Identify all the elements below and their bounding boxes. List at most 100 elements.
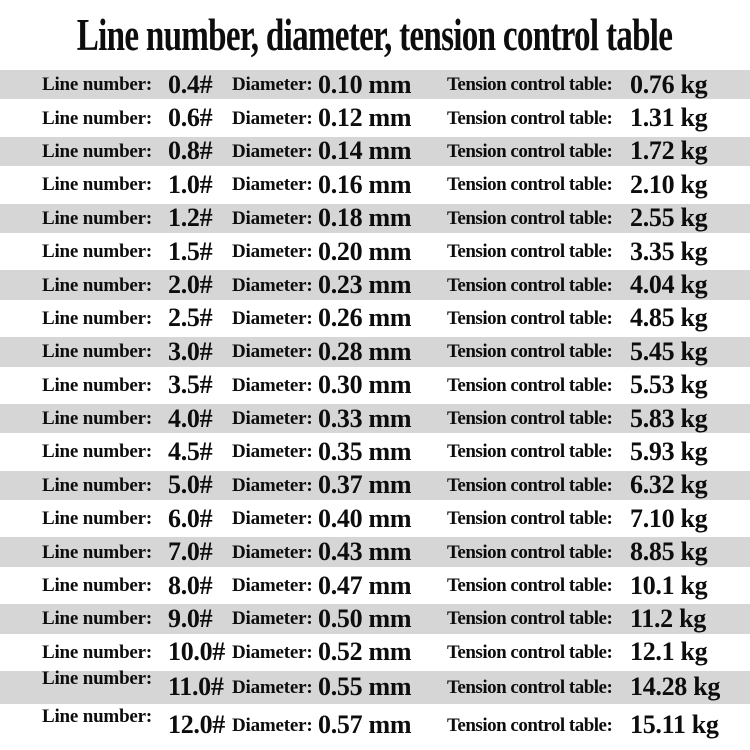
diameter-label: Diameter: [232, 307, 313, 329]
tension-label: Tension control table: [447, 241, 613, 263]
table-row: Line number: 2.0# Diameter: 0.23 mm Tens… [0, 268, 750, 302]
diameter-label: Diameter: [232, 408, 313, 430]
table-row: Line number: 0.4# Diameter: 0.10 mm Tens… [0, 68, 750, 102]
line-number-value: 12.0# [168, 710, 226, 740]
table-row: Line number: 1.0# Diameter: 0.16 mm Tens… [0, 168, 750, 201]
diameter-label: Diameter: [232, 441, 313, 463]
line-number-value: 0.8# [168, 136, 213, 166]
line-number-label: Line number: [42, 241, 153, 263]
table-row: Line number: 7.0# Diameter: 0.43 mm Tens… [0, 535, 750, 569]
tension-label: Tension control table: [447, 441, 613, 463]
diameter-value: 0.14 mm [318, 136, 412, 166]
tension-label: Tension control table: [447, 641, 613, 663]
tension-value: 3.35 kg [630, 236, 708, 266]
table-row: Line number: 11.0# Diameter: 0.55 mm Ten… [0, 669, 750, 706]
line-number-label: Line number: [42, 667, 153, 689]
line-number-label: Line number: [42, 508, 153, 530]
diameter-label: Diameter: [232, 541, 313, 563]
line-number-value: 1.0# [168, 169, 213, 199]
line-number-label: Line number: [42, 207, 153, 229]
line-number-label: Line number: [42, 107, 153, 129]
tension-label: Tension control table: [447, 307, 613, 329]
tension-label: Tension control table: [447, 474, 613, 496]
line-number-value: 4.5# [168, 436, 213, 466]
diameter-label: Diameter: [232, 575, 313, 597]
diameter-value: 0.12 mm [318, 103, 412, 133]
title-bar: Line number, diameter, tension control t… [0, 0, 750, 68]
diameter-value: 0.40 mm [318, 503, 412, 533]
diameter-label: Diameter: [232, 107, 313, 129]
line-number-value: 5.0# [168, 470, 213, 500]
tension-label: Tension control table: [447, 174, 613, 196]
tension-value: 6.32 kg [630, 470, 708, 500]
table-row: Line number: 10.0# Diameter: 0.52 mm Ten… [0, 636, 750, 669]
diameter-value: 0.57 mm [318, 710, 412, 740]
diameter-value: 0.47 mm [318, 570, 412, 600]
line-number-value: 0.6# [168, 103, 213, 133]
tension-label: Tension control table: [447, 508, 613, 530]
line-number-label: Line number: [42, 705, 153, 727]
line-number-value: 11.0# [168, 672, 224, 702]
tension-value: 5.53 kg [630, 370, 708, 400]
diameter-value: 0.43 mm [318, 537, 412, 567]
tension-label: Tension control table: [447, 207, 613, 229]
table-row: Line number: 8.0# Diameter: 0.47 mm Tens… [0, 569, 750, 602]
line-number-label: Line number: [42, 374, 153, 396]
line-number-label: Line number: [42, 641, 153, 663]
tension-label: Tension control table: [447, 676, 613, 698]
tension-label: Tension control table: [447, 714, 613, 736]
table-row: Line number: 12.0# Diameter: 0.57 mm Ten… [0, 706, 750, 750]
tension-label: Tension control table: [447, 374, 613, 396]
table-row: Line number: 1.5# Diameter: 0.20 mm Tens… [0, 235, 750, 268]
table-row: Line number: 4.0# Diameter: 0.33 mm Tens… [0, 401, 750, 436]
diameter-label: Diameter: [232, 676, 313, 698]
diameter-label: Diameter: [232, 140, 313, 162]
diameter-label: Diameter: [232, 241, 313, 263]
diameter-value: 0.28 mm [318, 336, 412, 366]
diameter-value: 0.16 mm [318, 169, 412, 199]
diameter-value: 0.55 mm [318, 672, 412, 702]
page-title: Line number, diameter, tension control t… [77, 8, 673, 60]
tension-label: Tension control table: [447, 74, 613, 96]
line-number-value: 3.5# [168, 370, 213, 400]
diameter-label: Diameter: [232, 474, 313, 496]
diameter-value: 0.30 mm [318, 370, 412, 400]
line-number-value: 0.4# [168, 69, 213, 99]
tension-label: Tension control table: [447, 140, 613, 162]
diameter-value: 0.37 mm [318, 470, 412, 500]
line-number-value: 7.0# [168, 537, 213, 567]
line-number-label: Line number: [42, 74, 153, 96]
table-row: Line number: 0.6# Diameter: 0.12 mm Tens… [0, 101, 750, 134]
diameter-label: Diameter: [232, 714, 313, 736]
line-number-label: Line number: [42, 140, 153, 162]
tension-label: Tension control table: [447, 575, 613, 597]
table-row: Line number: 1.2# Diameter: 0.18 mm Tens… [0, 201, 750, 235]
line-number-label: Line number: [42, 608, 153, 630]
tension-label: Tension control table: [447, 341, 613, 363]
line-number-value: 1.2# [168, 203, 213, 233]
table-row: Line number: 2.5# Diameter: 0.26 mm Tens… [0, 302, 750, 335]
tension-label: Tension control table: [447, 608, 613, 630]
tension-value: 1.31 kg [630, 103, 708, 133]
tension-value: 4.04 kg [630, 270, 708, 300]
diameter-value: 0.18 mm [318, 203, 412, 233]
diameter-label: Diameter: [232, 174, 313, 196]
diameter-value: 0.52 mm [318, 637, 412, 667]
line-number-label: Line number: [42, 408, 153, 430]
tension-value: 4.85 kg [630, 303, 708, 333]
diameter-value: 0.20 mm [318, 236, 412, 266]
tension-value: 11.2 kg [630, 603, 706, 633]
table-row: Line number: 6.0# Diameter: 0.40 mm Tens… [0, 502, 750, 535]
table-row: Line number: 5.0# Diameter: 0.37 mm Tens… [0, 468, 750, 503]
tension-value: 14.28 kg [630, 672, 721, 702]
diameter-label: Diameter: [232, 207, 313, 229]
diameter-value: 0.33 mm [318, 403, 412, 433]
line-number-value: 2.5# [168, 303, 213, 333]
tension-value: 5.83 kg [630, 403, 708, 433]
tension-value: 12.1 kg [630, 637, 708, 667]
diameter-label: Diameter: [232, 374, 313, 396]
diameter-label: Diameter: [232, 608, 313, 630]
tension-value: 7.10 kg [630, 503, 708, 533]
diameter-value: 0.35 mm [318, 436, 412, 466]
line-number-value: 10.0# [168, 637, 226, 667]
